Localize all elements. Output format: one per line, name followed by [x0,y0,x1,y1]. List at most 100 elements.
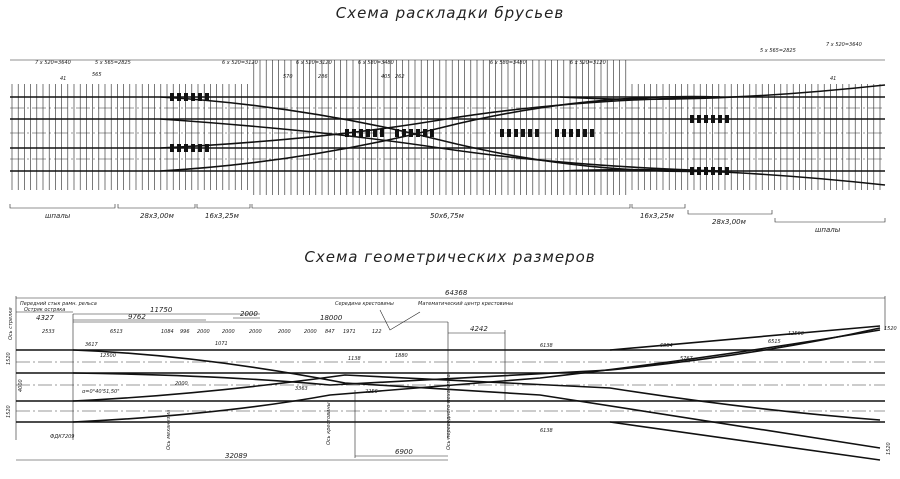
tie-group-brackets: шпалы 28x3,00м 16x3,25м 50x6,75м 16x3,25… [9,204,886,234]
dimension-label: 41 [60,76,66,82]
row-dimensions: 2533 6513 1084 996 2000 2000 2000 2000 2… [42,329,382,335]
dimension-label: 6 x 520=3120 [296,60,332,66]
tie-plate [711,167,715,175]
tie-plate [697,115,701,123]
tie-plate [704,115,708,123]
dimension-label: 41 [830,76,836,82]
tie-plate [177,144,181,152]
dimension-label: 28x3,00м [140,212,175,220]
dimension-label: 6 x 580=3480 [490,60,526,66]
dimension-label: 6138 [540,343,553,349]
tie-plate [198,144,202,152]
dimension-label: Ось крестовины [326,402,332,445]
dimension-label: 3363 [295,386,308,392]
dimension-label: 5767 [680,356,694,362]
dimension-label: 12500 [788,331,804,337]
dimension-label: 2000 [222,329,235,335]
tie-plate [423,129,427,137]
dimension-label: ФДК7209 [50,434,75,440]
dimension-label: Передний стык рамн. рельса [20,301,97,307]
dimension-label: 16x3,25м [205,212,240,220]
dimension-label: 11750 [150,306,173,314]
tie-plate [521,129,525,137]
geometry-notes: Передний стык рамн. рельса Остряк остряк… [8,301,513,450]
dimension-label: шпалы [815,226,841,234]
dimension-label: 1520 [886,442,892,455]
tie-plate [718,115,722,123]
tie-plate [352,129,356,137]
dimension-label: 1880 [395,353,408,359]
tie-plate [711,115,715,123]
tie-plate [184,93,188,101]
dimension-label: Ось стрелки [8,307,14,340]
dimension-label: 6 x 520=3120 [222,60,258,66]
dimension-label: 5 x 565=2825 [760,48,796,54]
dimension-label: 262 [395,74,405,80]
dimension-label: 847 [325,329,335,335]
tie-plate [366,129,370,137]
tie-plate [514,129,518,137]
ties-scheme-title: Схема раскладки брусьев [336,4,564,22]
dimension-label: 122 [372,329,382,335]
dimension-label: 1971 [343,329,356,335]
dimension-label: 12500 [100,353,116,359]
dimension-label: шпалы [45,212,71,220]
tie-plate [373,129,377,137]
dimension-label: 18000 [320,314,343,322]
tie-plate [170,144,174,152]
ties-top-dimensions: 7 x 520=3640 5 x 565=2825 6 x 520=3120 6… [35,42,862,82]
dimension-label: 16x3,25м [640,212,675,220]
tie-plate [535,129,539,137]
dimension-label: 1520 [6,352,12,365]
dimension-label: 6515 [768,339,781,345]
ties-scheme-rails [10,59,886,186]
tie-plate [416,129,420,137]
dimension-label: 6513 [110,329,123,335]
tie-plate [191,144,195,152]
tie-plate [430,129,434,137]
tie-plate [590,129,594,137]
tie-plate [718,167,722,175]
dimension-label: 2000 [304,329,317,335]
tie-plate [402,129,406,137]
tie-plate [569,129,573,137]
dimension-label: 6 x 520=3120 [570,60,606,66]
geometry-rails [16,325,885,461]
tie-plate [170,93,174,101]
tie-plate [583,129,587,137]
dimension-label: 2000 [197,329,210,335]
dimension-label: 6884 [660,343,673,349]
ties-group [11,60,881,195]
tie-plate [345,129,349,137]
dimension-label: 1520 [884,326,897,332]
tie-plate [198,93,202,101]
dimension-label: 6900 [395,448,413,456]
tie-plate [500,129,504,137]
tie-plate [576,129,580,137]
geometry-side-dimensions: 1520 4000 1520 1520 1520 [6,326,897,455]
tie-plate [562,129,566,137]
geometry-scheme-title: Схема геометрических размеров [304,248,595,266]
dimension-label: 28x3,00м [712,218,747,226]
tie-plate [191,93,195,101]
dimension-label: 50x6,75м [430,212,465,220]
dimension-label: 1138 [348,356,361,362]
dimension-label: 2000 [249,329,262,335]
dimension-label: 2000 [278,329,291,335]
tie-plate [395,129,399,137]
dimension-label: 7 x 520=3640 [35,60,71,66]
tie-plate [555,129,559,137]
dimension-label: 4242 [470,325,488,333]
tie-plate [528,129,532,137]
dimension-label: 9762 [128,313,146,321]
tie-plate [725,167,729,175]
dimension-label: 3617 [85,342,99,348]
dimension-label: 1071 [215,341,228,347]
tie-plate [359,129,363,137]
dimension-label: 2256 [365,389,378,395]
dimension-label: 5 x 565=2825 [95,60,131,66]
dimension-label: 6138 [540,428,553,434]
dimension-label: 4000 [18,379,24,392]
dimension-label: Ось механизма [166,410,172,450]
tie-plate [184,144,188,152]
